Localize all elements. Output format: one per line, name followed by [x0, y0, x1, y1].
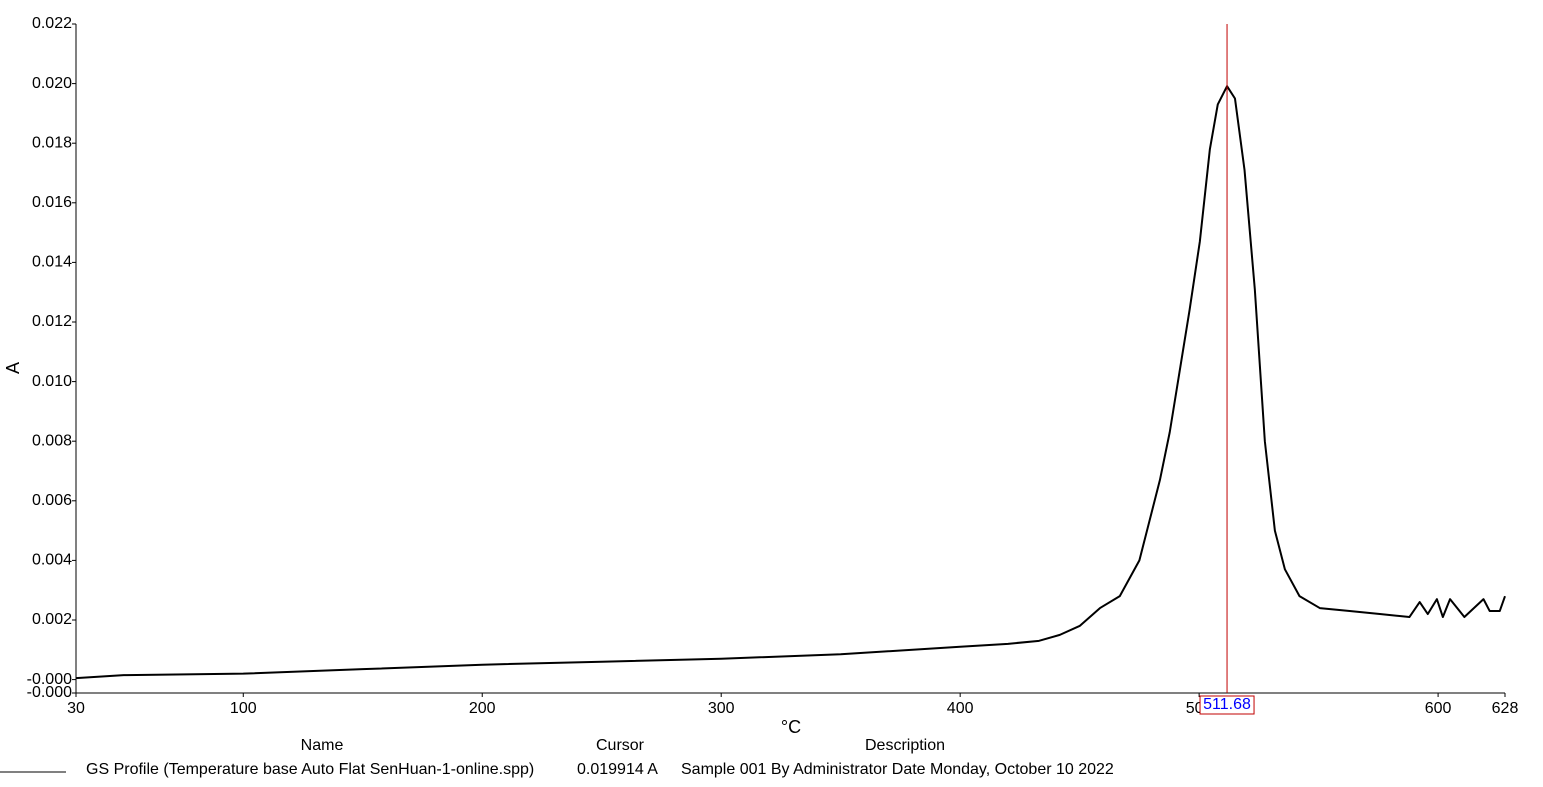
- legend-header: Cursor: [596, 737, 645, 754]
- x-axis-label: °C: [781, 717, 801, 737]
- y-tick-label: 0.014: [32, 254, 72, 271]
- legend-header: Description: [865, 737, 945, 754]
- y-tick-label: 0.004: [32, 552, 72, 569]
- y-tick-label: 0.012: [32, 313, 72, 330]
- y-tick-label: -0.000: [27, 671, 72, 688]
- x-tick-label: 600: [1425, 700, 1452, 717]
- x-tick-label: 200: [469, 700, 496, 717]
- y-tick-label: 0.022: [32, 15, 72, 32]
- y-tick-label: 0.008: [32, 432, 72, 449]
- x-tick-label: 300: [708, 700, 735, 717]
- y-axis-label: A: [3, 362, 23, 374]
- x-tick-label: 628: [1492, 700, 1519, 717]
- y-tick-label: -0.000: [27, 684, 72, 701]
- cursor-label-box: [1199, 695, 1255, 715]
- y-tick-label: 0.016: [32, 194, 72, 211]
- x-tick-label: 400: [947, 700, 974, 717]
- cursor-label: 511.68: [1203, 696, 1251, 713]
- legend-name: GS Profile (Temperature base Auto Flat S…: [86, 761, 534, 778]
- y-tick-label: 0.010: [32, 373, 72, 390]
- x-tick-label: 30: [67, 700, 85, 717]
- data-line: [75, 85, 1506, 680]
- x-tick-label: 100: [230, 700, 257, 717]
- y-tick-label: 0.020: [32, 75, 72, 92]
- y-tick-label: 0.006: [32, 492, 72, 509]
- y-tick-label: 0.002: [32, 611, 72, 628]
- legend-cursor: 0.019914 A: [577, 761, 658, 778]
- legend-description: Sample 001 By Administrator Date Monday,…: [681, 761, 1114, 778]
- y-tick-label: 0.018: [32, 134, 72, 151]
- legend-header: Name: [301, 737, 344, 754]
